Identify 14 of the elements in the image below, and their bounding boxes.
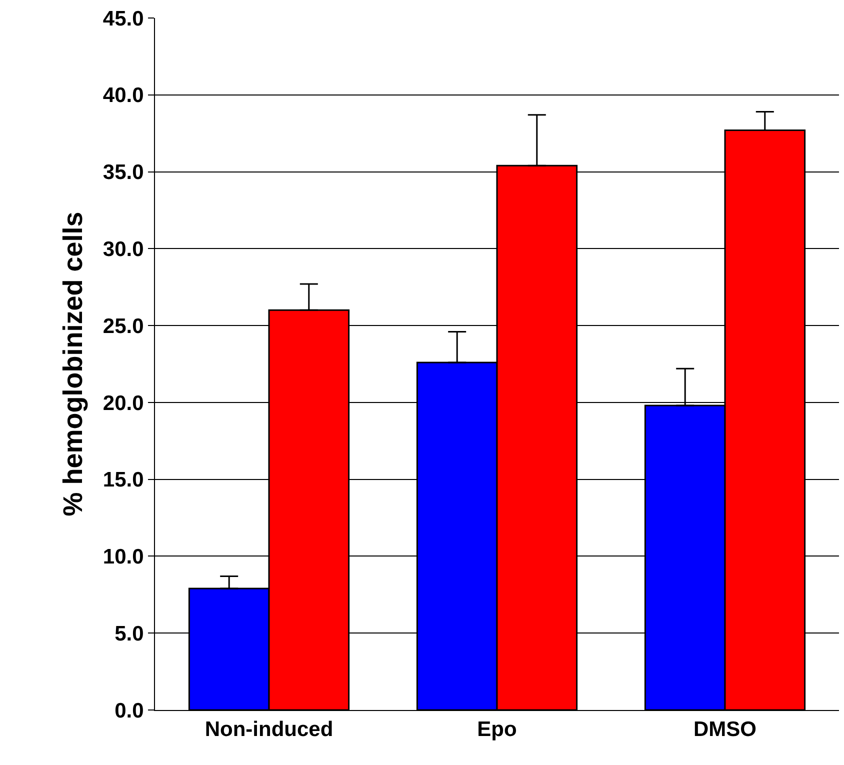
y-tick-label: 40.0 — [102, 84, 144, 108]
y-tick-label: 10.0 — [102, 546, 144, 569]
y-tick-label: 45.0 — [102, 7, 144, 30]
y-tick-label: 25.0 — [102, 314, 144, 338]
x-tick-label: DMSO — [694, 718, 756, 742]
y-tick-label: 20.0 — [102, 392, 144, 415]
y-tick-label: 5.0 — [114, 622, 144, 646]
y-tick-label: 35.0 — [102, 161, 144, 184]
y-tick-label: 0.0 — [114, 699, 144, 722]
y-tick-label: 15.0 — [102, 468, 144, 492]
y-tick-label: 30.0 — [102, 238, 144, 262]
x-tick-label: Epo — [477, 718, 517, 742]
y-axis-title: % hemoglobinized cells — [58, 212, 88, 516]
x-tick-label: Non-induced — [204, 718, 334, 742]
